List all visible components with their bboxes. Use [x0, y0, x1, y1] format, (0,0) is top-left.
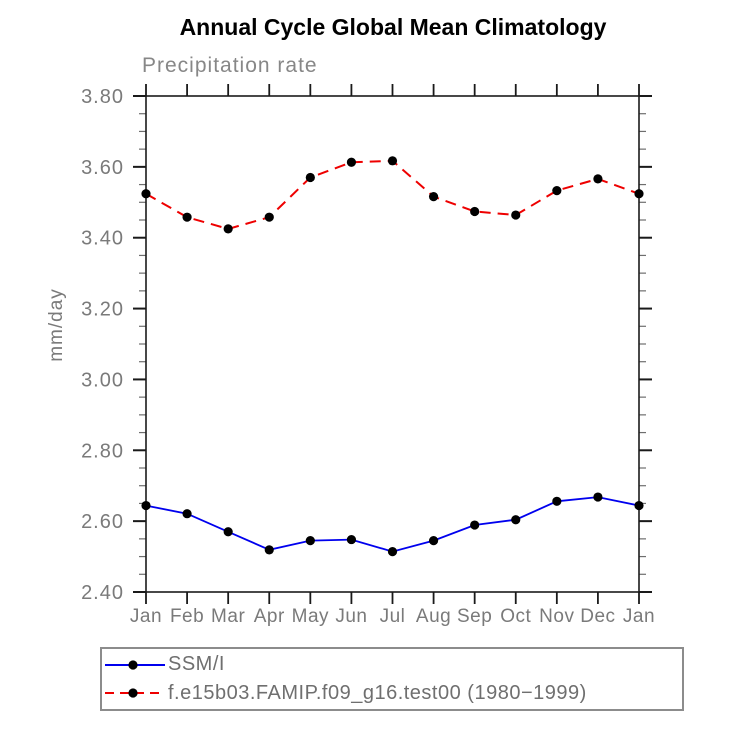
- data-point-marker: [223, 224, 233, 234]
- data-point-marker: [182, 509, 192, 519]
- data-point-marker: [634, 500, 644, 511]
- data-point-marker: [264, 212, 274, 222]
- data-point-marker: [223, 527, 233, 537]
- legend-entry-ssmi: SSM/I: [104, 651, 682, 679]
- chart-subtitle: Precipitation rate: [142, 54, 318, 77]
- legend-sample-solid-line-icon: [105, 660, 165, 670]
- y-tick-label: 3.80: [81, 86, 124, 108]
- data-point-marker: [511, 515, 521, 525]
- data-point-marker: [387, 547, 398, 557]
- legend-box: SSM/I f.e15b03.FAMIP.f09_g16.test00 (198…: [100, 647, 684, 711]
- x-tick-label: Dec: [580, 606, 615, 627]
- series-0: [141, 492, 644, 557]
- legend-sample-dashed-line-icon: [105, 688, 165, 698]
- y-tick-label: 2.40: [81, 582, 124, 604]
- data-point-marker: [428, 192, 439, 202]
- data-point-marker: [593, 174, 603, 184]
- x-tick-label: Feb: [170, 606, 204, 627]
- x-tick-label: Aug: [416, 606, 451, 627]
- chart-title: Annual Cycle Global Mean Climatology: [179, 14, 607, 40]
- legend-label-ssmi: SSM/I: [168, 653, 225, 676]
- x-tick-label: Jun: [335, 606, 367, 627]
- data-point-marker: [552, 185, 562, 196]
- x-tick-label: Nov: [539, 606, 574, 627]
- data-point-marker: [511, 210, 521, 220]
- x-tick-label: Jul: [380, 606, 406, 627]
- data-point-marker: [428, 536, 439, 546]
- data-point-marker: [346, 157, 357, 167]
- data-point-marker: [141, 500, 151, 511]
- data-point-marker: [552, 496, 562, 506]
- data-point-marker: [305, 172, 315, 183]
- y-tick-label: 2.80: [81, 440, 124, 462]
- legend-entry-model: f.e15b03.FAMIP.f09_g16.test00 (1980−1999…: [104, 679, 682, 707]
- legend-label-model: f.e15b03.FAMIP.f09_g16.test00 (1980−1999…: [168, 681, 587, 704]
- x-tick-label: May: [292, 606, 329, 627]
- y-tick-label: 3.00: [81, 369, 124, 391]
- x-tick-label: Oct: [500, 606, 531, 627]
- data-point-marker: [141, 189, 151, 199]
- data-point-marker: [264, 545, 274, 555]
- series-0-line: [145, 496, 640, 553]
- y-tick-label: 3.20: [81, 299, 124, 321]
- series-1: [141, 156, 644, 234]
- y-tick-label: 3.40: [81, 228, 124, 250]
- data-point-marker: [387, 156, 398, 166]
- x-tick-label: Jan: [623, 606, 655, 627]
- x-tick-label: Sep: [457, 606, 492, 627]
- plot-border: [145, 95, 640, 593]
- data-point-marker: [634, 189, 644, 199]
- y-tick-label: 2.60: [81, 511, 124, 533]
- axis-ticks: 2.40 2.60 2.80 3.00 3.20 3.40 3.60 3.80 Jan Feb Ma…: [81, 84, 655, 627]
- data-point-marker: [305, 536, 315, 546]
- data-point-marker: [470, 520, 480, 530]
- y-tick-label: 3.60: [81, 157, 124, 179]
- series-1-line: [145, 159, 640, 230]
- data-point-marker: [346, 534, 357, 545]
- data-point-marker: [182, 212, 192, 222]
- x-tick-label: Apr: [254, 606, 285, 627]
- data-point-marker: [470, 206, 480, 217]
- x-tick-label: Jan: [130, 606, 162, 627]
- data-point-marker: [593, 492, 603, 502]
- x-tick-label: Mar: [211, 606, 245, 627]
